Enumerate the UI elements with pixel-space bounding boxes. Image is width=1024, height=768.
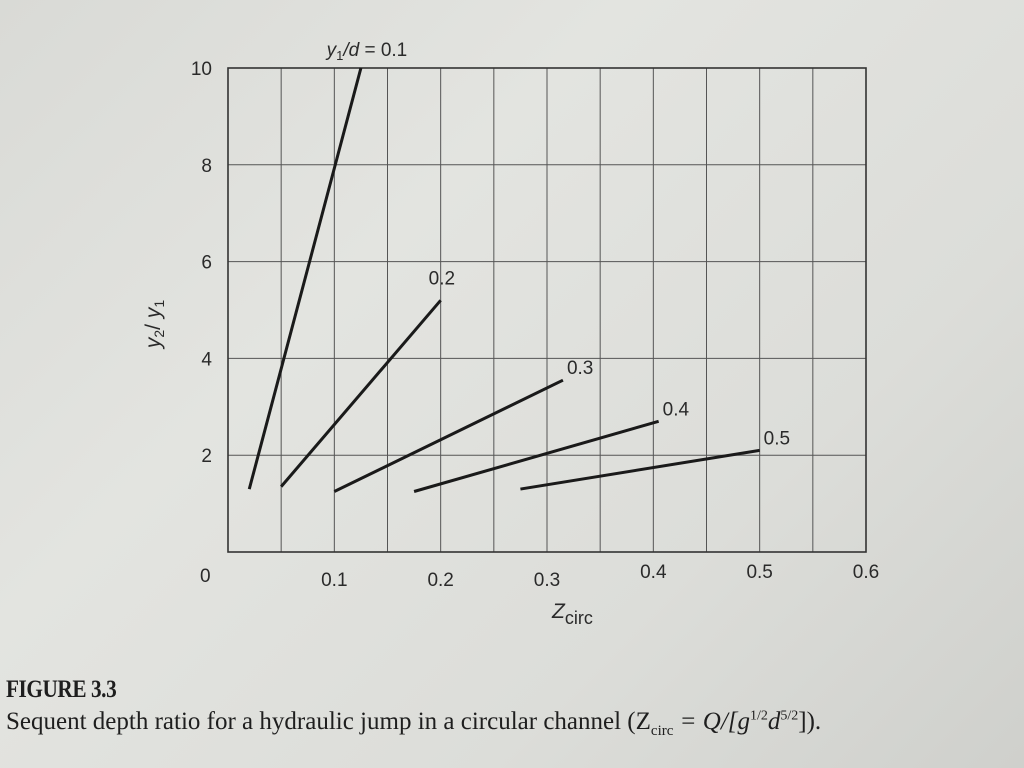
x-axis-title: Zcirc: [551, 600, 593, 628]
series-line: [247, 67, 363, 490]
x-tick-label: 0.2: [427, 570, 453, 591]
x-tick-label: 0.5: [746, 562, 772, 583]
y-tick-label: 4: [201, 349, 212, 370]
caption-d: d: [767, 708, 781, 735]
y-axis-title: y2/ y1: [142, 300, 167, 350]
plot-frame: [227, 67, 867, 553]
x-axis-tick-labels: 0.1 0.2 0.3 0.4 0.5 0.6: [321, 562, 879, 591]
x-tick-label: 0.3: [534, 570, 560, 591]
figure-description: Sequent depth ratio for a hydraulic jump…: [6, 708, 821, 740]
caption-end: ]).: [798, 708, 822, 735]
origin-tick-label: 0: [200, 566, 211, 587]
x-tick-label: 0.6: [853, 562, 879, 583]
series-label: 0.2: [429, 268, 455, 289]
y-tick-label: 10: [191, 59, 212, 80]
series-line: [520, 448, 760, 491]
y-tick-label: 6: [201, 253, 212, 274]
series-label: y1/d = 0.1: [325, 40, 408, 63]
figure-caption: FIGURE 3.3 Sequent depth ratio for a hyd…: [6, 676, 821, 740]
series-label: 0.3: [567, 358, 593, 379]
y-tick-label: 8: [201, 156, 212, 177]
y-axis-tick-labels: 2 4 6 8 10 0: [191, 59, 213, 587]
figure-number: FIGURE 3.3: [6, 676, 117, 703]
caption-text: Sequent depth ratio for a hydraulic jump…: [6, 708, 651, 735]
series-label: 0.5: [764, 428, 790, 449]
x-tick-label: 0.4: [640, 562, 667, 583]
caption-sup-1: 1/2: [750, 708, 768, 724]
series-line: [413, 419, 660, 493]
caption-equation: = Q/[g: [673, 708, 750, 735]
caption-sup-2: 5/2: [780, 708, 799, 724]
caption-z-subscript: circ: [650, 723, 674, 739]
series-line: [333, 378, 564, 493]
y-tick-label: 2: [201, 446, 212, 467]
chart: 2 4 6 8 10 0 0.1 0.2 0.3 0.4 0.5 0.6 y1/d = 0.1 0.2…: [142, 40, 879, 628]
series-line: [280, 299, 442, 488]
series-label: 0.4: [663, 399, 690, 420]
chart-grid: [228, 68, 866, 552]
data-series: y1/d = 0.1 0.2 0.3 0.4 0.5: [247, 40, 790, 493]
x-tick-label: 0.1: [321, 570, 347, 591]
